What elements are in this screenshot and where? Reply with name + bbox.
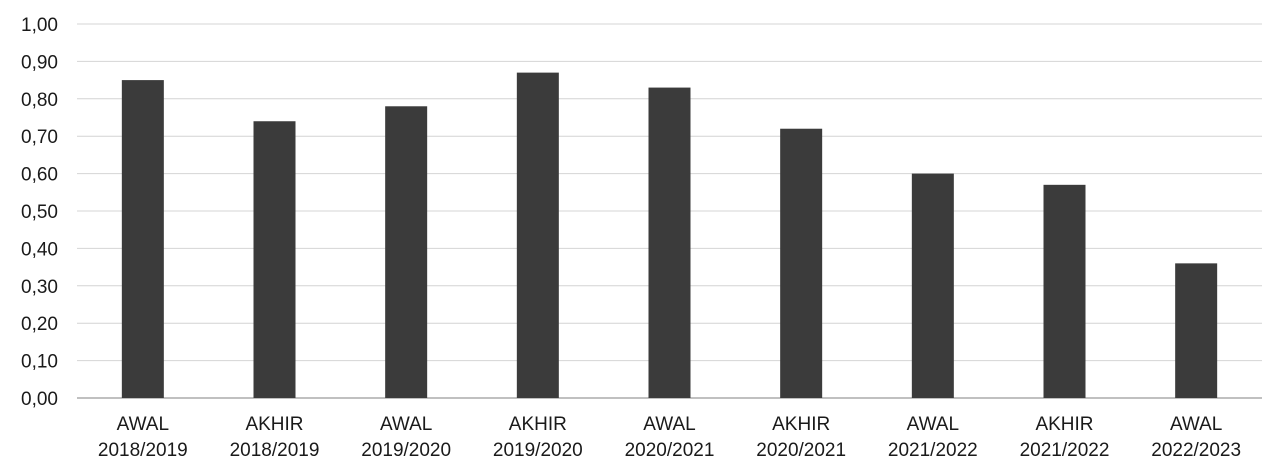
bar [121,80,164,398]
y-tick-label: 0,50 [21,202,58,223]
x-tick-label: 2019/2020 [361,440,451,461]
y-tick-label: 0,10 [21,352,58,373]
y-tick-label: 1,00 [21,15,58,36]
bar [253,121,296,399]
y-tick-label: 0,00 [21,389,58,410]
y-tick-label: 0,80 [21,90,58,111]
bar [648,87,691,398]
bar [516,72,559,399]
x-tick-label: 2019/2020 [493,440,583,461]
x-tick-label: AWAL [907,414,959,435]
y-tick-label: 0,60 [21,165,58,186]
x-tick-label: AWAL [117,414,169,435]
bar [780,128,823,398]
y-axis-ticks: 0,00 0,10 0,20 0,30 0,40 0,50 0,60 0,70 0,80 0,90… [21,15,58,410]
y-tick-label: 0,40 [21,239,58,260]
x-tick-label: AWAL [643,414,695,435]
x-tick-label: AWAL [380,414,432,435]
y-tick-label: 0,20 [21,314,58,335]
x-tick-label: 2018/2019 [230,440,320,461]
bar [1043,184,1086,398]
x-tick-label: AKHIR [772,414,830,435]
x-tick-label: 2018/2019 [98,440,188,461]
bar [1175,263,1218,398]
x-tick-label: AKHIR [509,414,567,435]
y-tick-label: 0,30 [21,277,58,298]
x-tick-label: 2021/2022 [888,440,978,461]
y-tick-label: 0,70 [21,127,58,148]
x-tick-label: AKHIR [245,414,303,435]
x-tick-label: 2021/2022 [1020,440,1110,461]
x-tick-label: 2020/2021 [756,440,846,461]
bar [911,173,954,398]
bar [385,106,428,398]
y-tick-label: 0,90 [21,52,58,73]
x-axis-ticks: AWAL 2018/2019 AKHIR 2018/2019 AWAL 2019/2020… [98,414,1241,461]
x-tick-label: AWAL [1170,414,1222,435]
x-tick-label: 2022/2023 [1151,440,1241,461]
x-tick-label: 2020/2021 [625,440,715,461]
bars [121,72,1218,399]
x-tick-label: AKHIR [1035,414,1093,435]
